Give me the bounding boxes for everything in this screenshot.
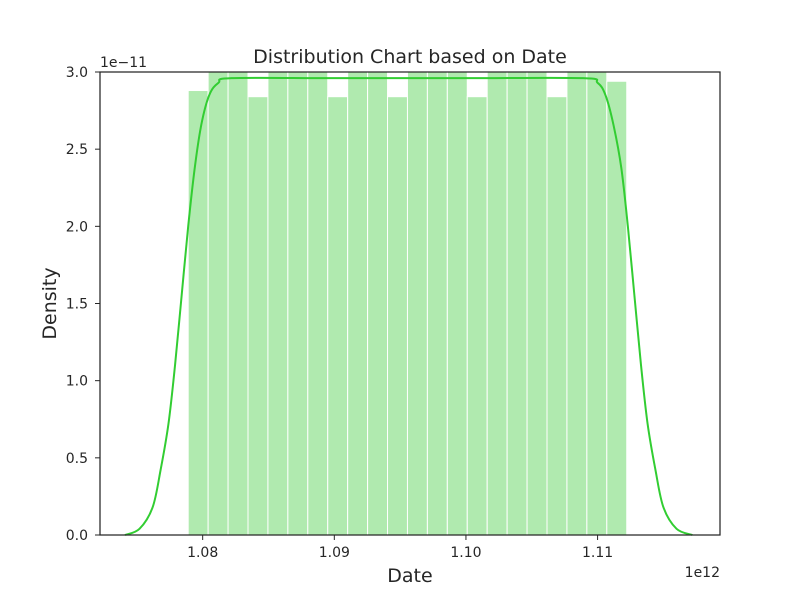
histogram-bar bbox=[566, 71, 588, 536]
histogram-bar bbox=[526, 71, 548, 536]
x-tick-label: 1.08 bbox=[187, 545, 218, 561]
y-tick-label: 0.0 bbox=[66, 528, 88, 544]
histogram-bar bbox=[426, 71, 448, 536]
histogram-bar bbox=[406, 71, 428, 536]
histogram-bar bbox=[446, 71, 468, 536]
histogram-bar bbox=[606, 80, 628, 536]
y-tick-label: 0.5 bbox=[66, 451, 88, 467]
y-tick-label: 2.0 bbox=[66, 219, 88, 235]
histogram-bar bbox=[327, 96, 349, 536]
histogram-bar bbox=[287, 71, 309, 536]
histogram-bar bbox=[247, 96, 269, 536]
y-tick-label: 3.0 bbox=[66, 65, 88, 81]
x-tick-label: 1.09 bbox=[319, 545, 350, 561]
histogram-bar bbox=[387, 96, 408, 536]
histogram-bar bbox=[227, 71, 249, 536]
histogram-bar bbox=[187, 90, 209, 536]
histogram-bar bbox=[486, 71, 508, 536]
histogram-bar bbox=[546, 96, 568, 536]
x-axis-offset-label: 1e12 bbox=[685, 565, 720, 581]
histogram-bar bbox=[267, 71, 289, 536]
x-axis-ticks: 1.08 1.09 1.10 1.11 bbox=[187, 535, 613, 561]
histogram-bar bbox=[586, 71, 608, 536]
y-axis-ticks: 0.0 0.5 1.0 1.5 2.0 2.5 3.0 bbox=[66, 65, 100, 544]
histogram-bar bbox=[207, 71, 229, 536]
histogram-bar bbox=[466, 96, 488, 536]
x-tick-label: 1.11 bbox=[582, 545, 613, 561]
histogram-bar bbox=[367, 71, 389, 536]
x-tick-label: 1.10 bbox=[450, 545, 481, 561]
histogram-bar bbox=[347, 71, 369, 536]
y-tick-label: 2.5 bbox=[66, 142, 88, 158]
histogram-bar bbox=[506, 71, 528, 536]
y-axis-label: Density bbox=[39, 267, 61, 339]
x-axis-label: Date bbox=[387, 565, 432, 587]
y-tick-label: 1.5 bbox=[66, 297, 88, 313]
y-axis-offset-label: 1e−11 bbox=[100, 55, 147, 71]
histogram-bars bbox=[187, 71, 628, 536]
chart-title: Distribution Chart based on Date bbox=[253, 46, 567, 68]
y-tick-label: 1.0 bbox=[66, 374, 88, 390]
histogram-bar bbox=[307, 71, 329, 536]
kde-curve bbox=[124, 76, 693, 536]
